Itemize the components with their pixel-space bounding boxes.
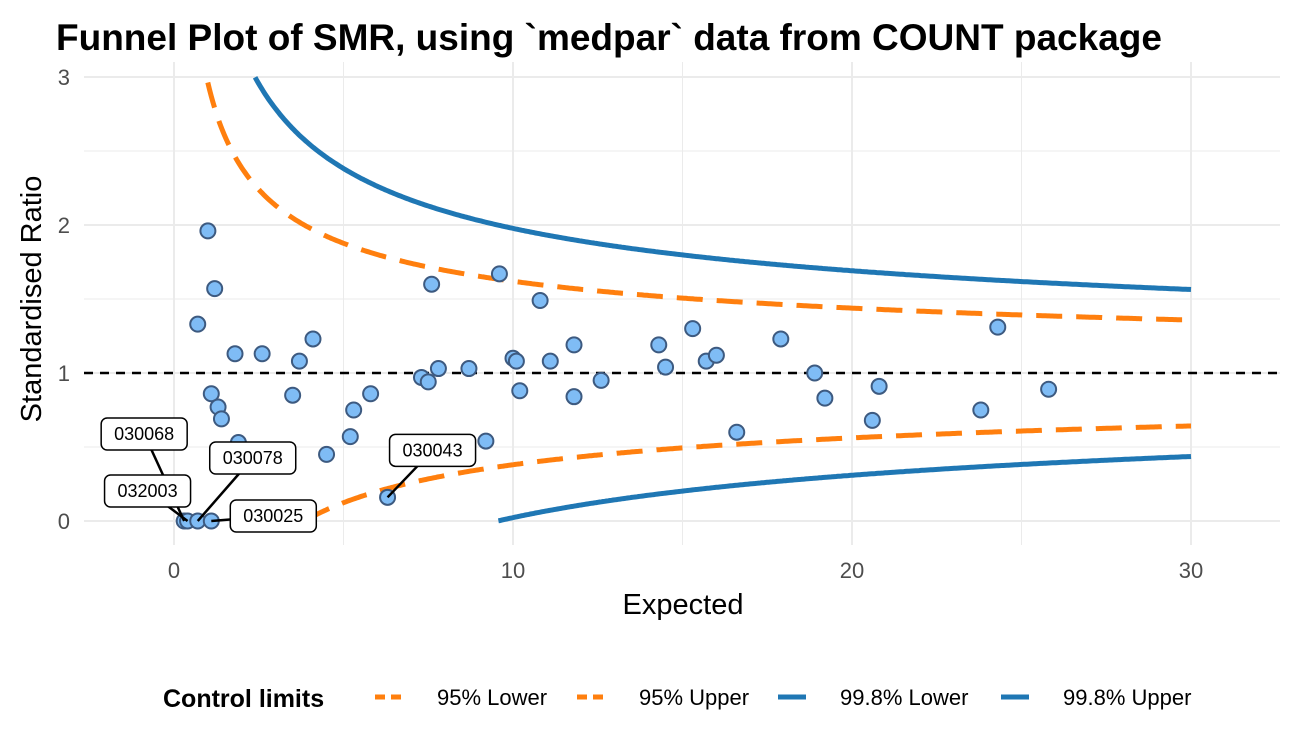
legend-label: 95% Upper [639, 685, 749, 710]
data-point [189, 315, 207, 333]
data-point [989, 318, 1007, 336]
point-label: 030025 [243, 506, 303, 526]
data-point [362, 385, 380, 403]
data-point [684, 320, 702, 338]
data-point [226, 345, 244, 363]
control-limit-line [252, 76, 1192, 292]
data-point [565, 388, 583, 406]
point-label-box [208, 441, 297, 475]
y-tick-label: 3 [58, 65, 70, 90]
data-point [511, 382, 529, 400]
axis-ticks: 0 10 20 30 0 1 2 3 [58, 65, 1203, 583]
point-label-box [103, 474, 192, 508]
point-label: 030068 [114, 424, 174, 444]
data-point [870, 377, 888, 395]
data-point [477, 432, 495, 450]
x-tick-label: 10 [501, 558, 525, 583]
data-point [772, 330, 790, 348]
point-label-box [388, 433, 477, 468]
data-point [341, 428, 359, 446]
data-point [816, 389, 834, 407]
legend: Control limits 95% Lower 95% Upper 99.8% L… [163, 685, 1191, 713]
data-point [419, 373, 437, 391]
x-axis-title: Expected [623, 589, 744, 621]
control-limit-line [497, 454, 1192, 524]
data-point [541, 352, 559, 370]
data-point [592, 371, 610, 389]
control-limit-line [304, 423, 1191, 523]
data-points [175, 222, 1058, 530]
data-point [290, 352, 308, 370]
data-point [202, 385, 220, 403]
point-label: 030078 [223, 448, 283, 468]
legend-label: 99.8% Lower [840, 685, 968, 710]
data-point [531, 291, 549, 309]
x-tick-label: 20 [840, 558, 864, 583]
data-point [423, 275, 441, 293]
data-point [460, 360, 478, 378]
data-point [206, 280, 224, 298]
data-point [806, 364, 824, 382]
y-tick-label: 0 [58, 509, 70, 534]
data-point [707, 346, 725, 364]
data-point [318, 445, 336, 463]
y-tick-label: 1 [58, 361, 70, 386]
data-point [657, 358, 675, 376]
data-point [429, 360, 447, 378]
y-tick-label: 2 [58, 213, 70, 238]
point-label-box [229, 499, 318, 533]
data-point [212, 410, 230, 428]
data-point [284, 386, 302, 404]
data-point [650, 336, 668, 354]
control-limit-lines [205, 76, 1192, 524]
data-point [728, 423, 746, 441]
y-axis-title: Standardised Ratio [16, 176, 48, 423]
point-label-box [100, 417, 188, 451]
data-point [345, 401, 363, 419]
control-limit-line [205, 81, 1191, 323]
point-labels: 030068 032003 030078 030025 030043 [100, 417, 477, 533]
data-point [507, 352, 525, 370]
point-label: 032003 [118, 481, 178, 501]
data-point [490, 265, 508, 283]
data-point [199, 222, 217, 240]
legend-label: 99.8% Upper [1063, 685, 1191, 710]
legend-label: 95% Lower [437, 685, 547, 710]
data-point [304, 330, 322, 348]
data-point [972, 401, 990, 419]
data-point [1040, 380, 1058, 398]
chart-title: Funnel Plot of SMR, using `medpar` data … [56, 17, 1162, 58]
x-tick-label: 0 [168, 558, 180, 583]
data-point [565, 336, 583, 354]
point-label: 030043 [403, 440, 463, 460]
x-tick-label: 30 [1179, 558, 1203, 583]
data-point [253, 345, 271, 363]
data-point [863, 411, 881, 429]
legend-title: Control limits [163, 685, 324, 713]
